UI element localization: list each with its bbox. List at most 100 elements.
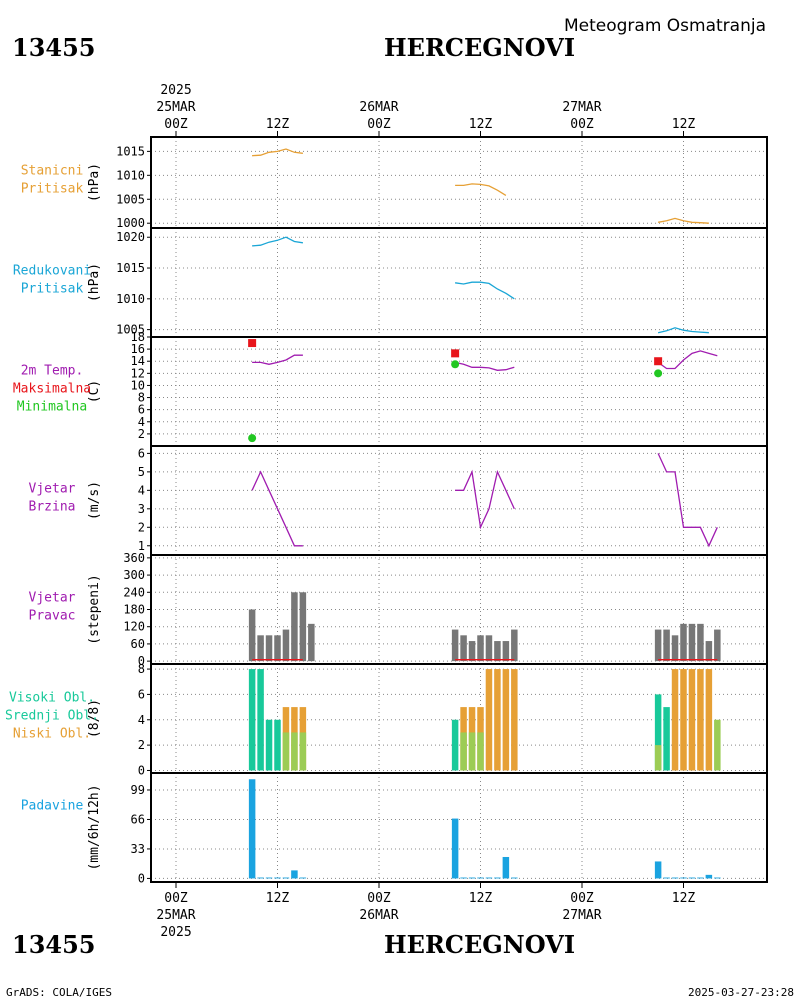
y-tick-label: 3 xyxy=(138,502,145,516)
bottom-hour-label: 00Z xyxy=(164,891,188,906)
data-bar xyxy=(299,877,307,879)
bottom-time-axis: 00Z 25MAR 2025 12Z 00Z 26MAR 12Z 00Z 27MAR 12Z xyxy=(156,882,695,940)
data-bar xyxy=(282,629,290,662)
data-bar-overlay xyxy=(477,732,484,771)
panel-label: Minimalna xyxy=(17,400,87,415)
panel-label: 2m Temp. xyxy=(21,364,84,379)
series-line xyxy=(455,469,515,530)
data-bar-overlay xyxy=(468,732,476,771)
top-hour-label: 00Z xyxy=(164,117,188,132)
data-bar xyxy=(705,874,713,879)
panel-vjetar_brzina: 1 2 3 4 5 6 (m/s) Vjetar Brzina xyxy=(29,445,768,556)
min-temp-marker xyxy=(451,360,460,369)
panel-label: Niski Obl. xyxy=(13,727,91,742)
station-name-top: HERCEGNOVI xyxy=(384,33,575,62)
y-tick-label: 18 xyxy=(131,330,145,344)
max-temp-marker xyxy=(248,339,257,348)
y-axis-label: (hPa) xyxy=(87,263,102,302)
data-bar xyxy=(511,669,518,771)
data-bar xyxy=(502,641,510,662)
y-tick-label: 300 xyxy=(123,568,145,582)
panel-label: Brzina xyxy=(29,500,76,515)
min-temp-marker xyxy=(654,369,663,378)
y-tick-label: 6 xyxy=(138,687,145,701)
y-tick-label: 1015 xyxy=(116,144,145,158)
min-temp-marker xyxy=(248,434,257,443)
panel-label: Vjetar xyxy=(29,482,76,497)
bottom-hour-label: 12Z xyxy=(469,891,493,906)
top-date-label: 27MAR xyxy=(562,100,601,115)
panel-label: Visoki Obl. xyxy=(9,691,95,706)
y-tick-label: 10 xyxy=(131,378,145,392)
data-bar xyxy=(663,629,670,662)
bottom-hour-label: 12Z xyxy=(266,891,290,906)
data-bar xyxy=(502,856,510,879)
y-tick-label: 2 xyxy=(138,427,145,441)
max-temp-marker xyxy=(451,349,460,358)
data-bar xyxy=(291,592,298,662)
data-bar xyxy=(688,623,696,662)
panel-label: Padavine xyxy=(21,799,84,814)
panel-label: Vjetar xyxy=(29,591,76,606)
max-temp-marker xyxy=(654,357,663,366)
top-year-label: 2025 xyxy=(160,83,191,98)
y-tick-label: 1010 xyxy=(116,168,145,182)
panel-frame xyxy=(150,445,768,556)
y-tick-label: 4 xyxy=(138,713,145,727)
data-bar xyxy=(265,719,273,771)
top-hour-label: 12Z xyxy=(672,117,696,132)
bottom-date-label: 25MAR xyxy=(156,908,195,923)
series-line xyxy=(657,350,718,370)
data-bar xyxy=(671,669,679,771)
y-tick-label: 1005 xyxy=(116,323,145,337)
data-bar xyxy=(477,877,484,879)
bottom-hour-label: 00Z xyxy=(367,891,391,906)
data-bar xyxy=(485,669,493,771)
y-tick-label: 1010 xyxy=(116,292,145,306)
y-tick-label: 14 xyxy=(131,354,145,368)
panel-redukovani: 1005 1010 1015 1020 (hPa)Redukovani Pritisak xyxy=(13,227,768,338)
y-tick-label: 0 xyxy=(138,763,145,777)
data-bar xyxy=(257,669,264,771)
data-bar xyxy=(265,635,273,662)
data-bar xyxy=(697,669,704,771)
data-bar xyxy=(291,870,298,879)
data-bar-overlay xyxy=(282,732,290,771)
series-line xyxy=(251,470,303,547)
y-tick-label: 5 xyxy=(138,465,145,479)
y-tick-label: 1015 xyxy=(116,261,145,275)
data-bar xyxy=(511,877,518,879)
panel-frame xyxy=(150,772,768,883)
y-tick-label: 180 xyxy=(123,603,145,617)
series-line xyxy=(454,361,515,371)
top-time-axis: 00Z 25MAR 2025 12Z 00Z 26MAR 12Z 00Z 27MAR 12Z xyxy=(156,83,695,137)
data-bar xyxy=(714,719,721,771)
y-tick-label: 4 xyxy=(138,483,145,497)
y-tick-label: 1000 xyxy=(116,216,145,230)
data-bar xyxy=(494,669,501,771)
y-tick-label: 1 xyxy=(138,539,145,553)
panel-label: Pritisak xyxy=(21,182,84,197)
panel-label: Redukovani xyxy=(13,264,91,279)
data-bar xyxy=(248,609,256,662)
data-bar xyxy=(494,877,501,879)
data-bar xyxy=(511,629,518,662)
top-hour-label: 12Z xyxy=(266,117,290,132)
panel-oblaci: 0 2 4 6 8 (8/8)Visoki Obl. Srednji Obl. Niski O… xyxy=(5,662,768,777)
data-bar xyxy=(477,635,484,662)
data-bar xyxy=(663,707,670,771)
y-tick-label: 6 xyxy=(138,403,145,417)
data-bar xyxy=(714,629,721,662)
data-bar xyxy=(451,719,459,771)
data-bar xyxy=(671,877,679,879)
y-axis-label: (8/8) xyxy=(87,699,102,738)
y-tick-label: 66 xyxy=(131,812,145,826)
series-line xyxy=(455,281,515,300)
data-bar xyxy=(257,877,264,879)
panel-padavine: 0 33 66 99 (mm/6h/12h)Padavine xyxy=(21,772,768,885)
series-line xyxy=(252,148,303,157)
data-bar xyxy=(248,669,256,771)
data-bar xyxy=(274,719,281,771)
